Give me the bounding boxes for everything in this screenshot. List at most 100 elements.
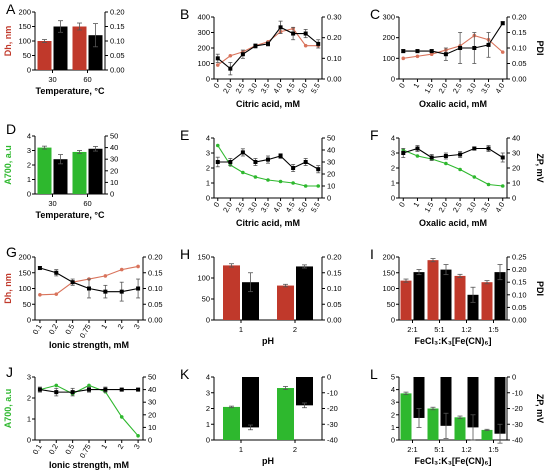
data-point <box>136 286 141 291</box>
data-point <box>429 52 434 56</box>
tick-label-x: 4.0 <box>271 201 284 215</box>
panel-letter: G <box>6 244 17 260</box>
bar-green <box>481 429 493 440</box>
series-line-lightred <box>403 34 504 59</box>
data-point <box>87 383 91 388</box>
tick-label-left: 4 <box>27 132 31 141</box>
data-point <box>266 178 270 182</box>
bar-red <box>277 285 294 320</box>
tick-label-right: 20 <box>327 170 335 179</box>
bar-black <box>413 377 425 418</box>
tick-label-right: 0.10 <box>327 54 342 63</box>
tick-label-right: 0.10 <box>512 290 527 299</box>
data-point <box>119 267 124 272</box>
tick-label-right: 50 <box>110 132 118 141</box>
tick-label-left: 2 <box>391 410 395 419</box>
tick-label-right: 0.10 <box>110 37 125 46</box>
tick-label-right: 0 <box>512 194 516 203</box>
tick-label-left: 1 <box>27 175 31 184</box>
tick-label-x: 2.5 <box>234 201 247 215</box>
data-point <box>291 181 295 185</box>
data-point <box>415 49 420 54</box>
tick-label-right: -40 <box>512 436 523 445</box>
data-point <box>228 66 233 71</box>
tick-label-left: 0 <box>27 436 31 445</box>
tick-label-right: -10 <box>512 388 523 397</box>
tick-label-left: 0 <box>206 436 210 445</box>
tick-label-x: 1:5 <box>488 445 498 454</box>
bar-red <box>454 275 466 320</box>
panel-i: I 0 50 100 150 200 0.00 0.05 0.10 0.15 0.20 0.25 2:1… <box>370 246 545 346</box>
tick-label-x: 5:1 <box>434 325 444 334</box>
tick-label-x: 2 <box>116 323 126 331</box>
tick-label-right: 0.00 <box>512 75 527 84</box>
x-axis-label: Citric acid, mM <box>236 218 300 228</box>
tick-label-x: 0 <box>212 82 222 90</box>
tick-label-left: 150 <box>18 22 31 31</box>
tick-label-x: 2.0 <box>221 82 234 96</box>
tick-label-right: 0.10 <box>512 44 527 53</box>
data-point <box>415 54 420 59</box>
tick-label-right: 10 <box>327 182 335 191</box>
tick-label-left: 4 <box>206 373 210 382</box>
tick-label-right: 0.05 <box>512 59 527 68</box>
data-point <box>415 146 420 151</box>
data-point <box>316 184 321 188</box>
data-point <box>458 152 463 157</box>
tick-label-x: 0.5 <box>63 323 76 337</box>
tick-label-x: 0.75 <box>78 443 93 460</box>
tick-label-left: 50 <box>387 300 395 309</box>
tick-label-right: 0.20 <box>512 265 527 274</box>
tick-label-x: 0.2 <box>47 443 60 457</box>
data-point <box>215 63 220 67</box>
tick-label-left: 400 <box>197 13 210 22</box>
bar-red <box>481 282 493 320</box>
tick-label-x: 4.5 <box>284 82 297 96</box>
tick-label-left: 1 <box>27 415 31 424</box>
tick-label-x: 0.1 <box>31 443 44 457</box>
y-axis-label-right: PDI <box>535 281 545 296</box>
tick-label-x: 3.5 <box>259 82 272 96</box>
data-point <box>54 270 59 275</box>
panel-a: A 0 50 100 150 200 0.00 0.05 0.10 0.15 0.20 30 60 Tem… <box>3 1 125 96</box>
tick-label-x: 1 <box>239 445 243 454</box>
data-point <box>303 184 308 188</box>
data-point <box>486 42 491 47</box>
data-point <box>303 160 308 164</box>
tick-label-x: 4.5 <box>284 201 297 215</box>
series-line-black <box>403 22 504 55</box>
tick-label-x: 5.5 <box>309 201 322 215</box>
tick-label-left: 0 <box>27 190 31 199</box>
tick-label-x: 2 <box>116 443 126 451</box>
x-axis-label: Oxalic acid, mM <box>419 218 487 228</box>
data-point <box>303 43 308 48</box>
bar-black <box>467 294 479 320</box>
bar-black <box>467 377 479 428</box>
tick-label-right: 0.20 <box>327 33 342 42</box>
data-point <box>240 150 245 155</box>
tick-label-x: 0.5 <box>63 443 76 457</box>
data-point <box>136 264 140 269</box>
data-point <box>443 154 448 158</box>
tick-label-right: 0.10 <box>148 284 163 293</box>
tick-label-left: 3 <box>391 398 395 407</box>
tick-label-right: -40 <box>327 436 338 445</box>
tick-label-x: 3 <box>132 443 142 451</box>
tick-label-x: 5:1 <box>434 445 444 454</box>
tick-label-left: 50 <box>23 300 31 309</box>
tick-label-right: 30 <box>512 149 520 158</box>
tick-label-left: 2 <box>27 394 31 403</box>
data-point <box>228 160 233 164</box>
data-point <box>87 387 91 392</box>
tick-label-right: 10 <box>110 178 118 187</box>
data-point <box>500 21 505 26</box>
tick-label-left: 3 <box>27 373 31 382</box>
tick-label-left: 3 <box>391 149 395 158</box>
data-point <box>103 274 108 278</box>
data-point <box>415 154 420 158</box>
data-point <box>278 154 283 158</box>
y-axis-label-right: PDI <box>535 40 545 55</box>
